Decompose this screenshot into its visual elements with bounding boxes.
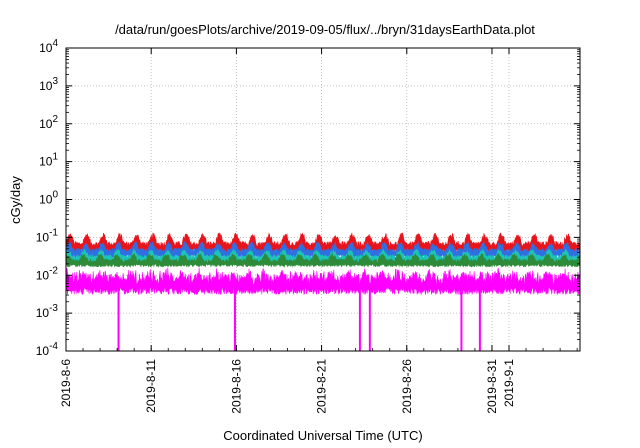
y-tick-label: 10-1 [36, 227, 59, 244]
x-tick-label: 2019-8-31 [485, 359, 499, 414]
plot-frame [65, 47, 581, 352]
y-tick-label: 10-3 [36, 303, 59, 320]
y-axis-label: cGy/day [8, 176, 23, 224]
x-tick-label: 2019-8-16 [229, 359, 243, 414]
x-tick-label: 2019-8-11 [144, 359, 158, 413]
y-tick-label: 10-4 [36, 341, 59, 358]
y-tick-label: 100 [39, 190, 58, 207]
x-tick-label: 2019-9-1 [502, 359, 516, 407]
plot-background [66, 48, 580, 351]
y-tick-label: 102 [39, 114, 58, 131]
y-tick-label: 104 [39, 38, 58, 55]
x-axis-label: Coordinated Universal Time (UTC) [223, 428, 422, 443]
y-tick-label: 10-2 [36, 265, 59, 282]
y-tick-label: 103 [39, 76, 58, 93]
x-tick-label: 2019-8-6 [59, 359, 73, 407]
x-tick-label: 2019-8-26 [400, 359, 414, 414]
x-axis-ticks: 2019-8-6 2019-8-11 2019-8-16 2019-8-21 2019-… [59, 48, 578, 414]
x-tick-label: 2019-8-21 [315, 359, 329, 414]
series-layer [65, 232, 581, 351]
chart-title: /data/run/goesPlots/archive/2019-09-05/f… [115, 22, 535, 37]
y-tick-label: 101 [39, 152, 58, 169]
